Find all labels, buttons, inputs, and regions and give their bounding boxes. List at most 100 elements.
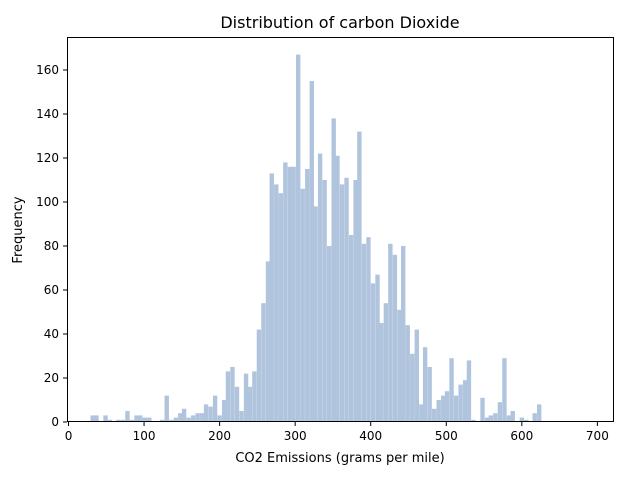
histogram-bar (142, 417, 148, 422)
histogram-bar (488, 415, 494, 422)
histogram-bar (339, 184, 345, 422)
histogram-bar (243, 373, 249, 422)
y-tick-label: 40 (44, 327, 59, 341)
y-tick-label: 140 (36, 107, 59, 121)
x-tick-label: 300 (284, 429, 307, 443)
histogram-bar (181, 408, 187, 422)
histogram-bar (392, 254, 398, 422)
histogram-bar (313, 206, 318, 422)
histogram-bar (173, 417, 178, 422)
y-tick-label: 120 (36, 151, 59, 165)
histogram-bar (397, 309, 402, 422)
histogram-bar (90, 415, 95, 422)
x-tick-label: 500 (435, 429, 458, 443)
y-tick-label: 80 (44, 239, 59, 253)
histogram-bar (322, 180, 327, 422)
histogram-bar (388, 243, 393, 422)
histogram-bar (203, 404, 209, 422)
histogram-bar (178, 413, 183, 422)
histogram-bar (305, 169, 310, 422)
histogram-bar (422, 347, 428, 422)
histogram-bar (444, 391, 450, 422)
histogram-bar (291, 166, 296, 422)
x-tick-label: 700 (586, 429, 609, 443)
histogram-bar (431, 408, 437, 422)
histogram-bar (265, 261, 271, 422)
histogram-bar (326, 246, 332, 422)
histogram-bar (379, 323, 384, 422)
histogram-bar (300, 188, 305, 422)
histogram-bar (537, 404, 542, 422)
histogram-bar (256, 329, 262, 422)
histogram-bar (353, 180, 358, 422)
histogram-bar (234, 386, 240, 422)
histogram-bar (383, 303, 389, 422)
histogram-bar (361, 243, 367, 422)
histogram-bar (120, 419, 126, 422)
histogram-bar (186, 417, 191, 422)
histogram-bar (274, 184, 279, 422)
histogram-bar (129, 419, 135, 422)
histogram-bar (195, 413, 200, 422)
histogram-bar (497, 402, 503, 422)
histogram-bar (449, 358, 454, 422)
x-tick-label: 600 (510, 429, 533, 443)
histogram-bar (230, 367, 235, 422)
histogram-bar (208, 406, 213, 422)
histogram-bar (107, 419, 113, 422)
histogram-bar (410, 353, 415, 422)
histogram-bar (283, 162, 288, 422)
histogram-bar (502, 358, 507, 422)
histogram-bar (287, 166, 293, 422)
histogram-bar (269, 173, 274, 422)
histogram-bar (493, 413, 498, 422)
y-tick-label: 0 (51, 415, 59, 429)
histogram-bar (414, 329, 419, 422)
histogram-bar (239, 411, 244, 422)
x-axis-label: CO2 Emissions (grams per mile) (235, 451, 444, 466)
histogram-bar (441, 395, 446, 422)
histogram-bar (370, 283, 376, 422)
histogram-bar (458, 384, 463, 422)
histogram-bar (427, 367, 432, 422)
y-axis: 0 20 40 60 80 100 120 140 160 (36, 63, 67, 429)
histogram-bar (278, 193, 283, 422)
histogram-bar (125, 411, 130, 422)
x-tick-label: 100 (133, 429, 156, 443)
histogram-bar (317, 153, 323, 422)
histogram-bar (484, 417, 490, 422)
histogram-bar (221, 400, 227, 422)
histogram-bar (217, 415, 222, 422)
histogram-bar (405, 325, 410, 422)
y-tick-label: 60 (44, 283, 59, 297)
histogram-bar (261, 303, 266, 422)
histogram-bar (138, 415, 143, 422)
histogram-bar (169, 419, 174, 422)
histogram-bar (466, 360, 472, 422)
histogram-bar (366, 237, 371, 422)
histogram-bar (103, 415, 108, 422)
histogram-bar (401, 246, 406, 422)
histogram-bar (252, 371, 257, 422)
histogram-bar (436, 400, 441, 422)
histogram-bar (94, 415, 99, 422)
histogram-bar (344, 177, 349, 422)
histogram-bar (331, 118, 336, 423)
histogram-bar (357, 131, 362, 422)
chart-title: Distribution of carbon Dioxide (220, 13, 459, 32)
bars-group (90, 54, 542, 423)
x-tick-label: 400 (359, 429, 382, 443)
histogram-bar (510, 411, 515, 422)
histogram-bar (524, 419, 529, 422)
histogram-bar (212, 395, 218, 422)
histogram-bar (225, 371, 231, 422)
histogram-bar (419, 404, 424, 422)
y-axis-label: Frequency (11, 196, 26, 263)
y-tick-label: 160 (36, 63, 59, 77)
histogram-bar (532, 413, 537, 422)
histogram-bar (147, 417, 152, 422)
histogram-bar (296, 54, 301, 422)
plot-frame (67, 37, 614, 422)
histogram-bar (375, 274, 380, 422)
